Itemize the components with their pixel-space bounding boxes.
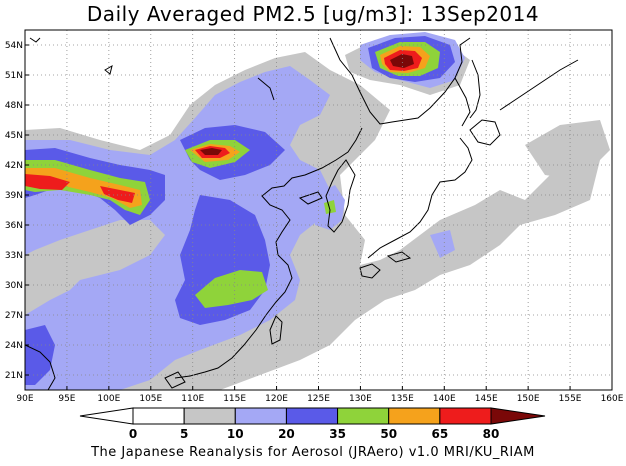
- lon-tick-label: 140E: [433, 394, 456, 404]
- latitude-labels: 21N 24N 27N 30N 33N 36N 39N 42N 45N 48N 51N 54N: [5, 41, 29, 381]
- colorbar-level-label: 35: [329, 427, 346, 441]
- colorbar-high-end: [490, 407, 546, 425]
- lat-tick-label: 45N: [5, 131, 23, 141]
- lon-tick-label: 145E: [475, 394, 498, 404]
- lat-tick-label: 39N: [5, 191, 23, 201]
- colorbar-low-end: [79, 407, 134, 425]
- lat-tick-label: 48N: [5, 101, 23, 111]
- colorbar-level-label: 0: [129, 427, 137, 441]
- colorbar-box: [183, 407, 236, 425]
- coast-taiwan: [269, 315, 283, 345]
- lat-tick-label: 54N: [5, 41, 23, 51]
- coast-hainan: [164, 371, 186, 389]
- coast-japan-shikoku: [386, 251, 412, 263]
- lat-tick-label: 30N: [5, 281, 23, 291]
- lon-tick-label: 95E: [58, 394, 75, 404]
- colorbar-box: [388, 407, 441, 425]
- coast-kuril: [499, 59, 579, 111]
- field-green-korea: [324, 200, 336, 214]
- coast-hokkaido: [469, 119, 501, 146]
- coast-mainland: [329, 37, 471, 125]
- lon-tick-label: 135E: [391, 394, 414, 404]
- coast-sw-india: [25, 344, 56, 390]
- lon-tick-label: 150E: [517, 394, 540, 404]
- lon-tick-label: 160E: [601, 394, 624, 404]
- coast-japan-south: [359, 263, 381, 279]
- field-green-south: [195, 270, 268, 308]
- colorbar-level-label: 20: [278, 427, 295, 441]
- lat-tick-label: 21N: [5, 371, 23, 381]
- lon-tick-label: 125E: [307, 394, 330, 404]
- field-lightblue-japan: [430, 230, 455, 258]
- lon-tick-label: 105E: [139, 394, 162, 404]
- lat-tick-label: 36N: [5, 221, 23, 231]
- coast-bohai: [174, 127, 363, 379]
- lon-tick-label: 155E: [559, 394, 582, 404]
- colorbar-box: [439, 407, 492, 425]
- longitude-labels: 90E 95E 100E 105E 110E 115E 120E 125E 130E 135E 14…: [16, 386, 624, 404]
- lon-tick-label: 115E: [223, 394, 246, 404]
- coast-korea: [325, 159, 356, 233]
- field-blue-sw: [25, 325, 55, 385]
- colorbar-box: [132, 407, 185, 425]
- colorbar-box: [337, 407, 390, 425]
- pm25-field: [25, 32, 610, 390]
- coast-sakhalin: [469, 59, 481, 119]
- coast-lake-baikal: [257, 77, 275, 101]
- coast-lake-2: [104, 64, 113, 75]
- lon-tick-label: 130E: [349, 394, 372, 404]
- coast-shandong: [298, 191, 323, 205]
- coast-ne-inland: [454, 77, 471, 127]
- colorbar-level-label: 80: [483, 427, 500, 441]
- lon-tick-label: 120E: [265, 394, 288, 404]
- colorbar: 0 5 10 20 35 50 65 80: [79, 407, 546, 441]
- lon-tick-label: 110E: [181, 394, 204, 404]
- field-darkred-ne: [390, 54, 414, 68]
- colorbar-box: [234, 407, 287, 425]
- lat-tick-label: 42N: [5, 161, 23, 171]
- footer-credit: The Japanese Reanalysis for Aerosol (JRA…: [91, 445, 535, 460]
- field-red-west: [25, 174, 70, 190]
- colorbar-level-label: 5: [180, 427, 188, 441]
- field-darkred-center: [200, 148, 222, 155]
- lon-tick-label: 100E: [97, 394, 120, 404]
- map-gridlines: [25, 30, 612, 390]
- map-title: Daily Averaged PM2.5 [ug/m3]: 13Sep2014: [86, 2, 540, 26]
- lat-tick-label: 27N: [5, 311, 23, 321]
- colorbar-level-label: 50: [380, 427, 397, 441]
- lat-tick-label: 24N: [5, 341, 23, 351]
- colorbar-box: [285, 407, 339, 425]
- coastline: [25, 37, 579, 390]
- lat-tick-label: 33N: [5, 251, 23, 261]
- colorbar-level-label: 10: [227, 427, 244, 441]
- lat-tick-label: 51N: [5, 71, 23, 81]
- coast-top-left: [29, 37, 41, 43]
- lon-tick-label: 90E: [16, 394, 33, 404]
- field-gray-east: [525, 120, 610, 180]
- coast-japan-honshu: [367, 137, 473, 259]
- colorbar-level-label: 65: [432, 427, 449, 441]
